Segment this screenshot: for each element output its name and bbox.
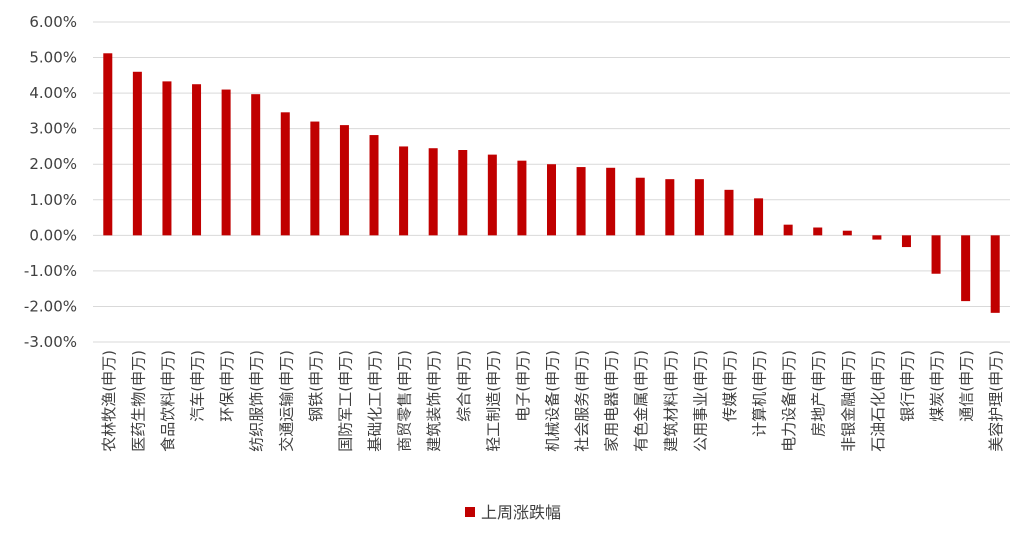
x-category-label: 轻工制造(申万) (484, 350, 502, 452)
bar (872, 235, 882, 240)
x-category-label: 银行(申万) (898, 350, 916, 422)
bar (990, 235, 1000, 313)
x-category-label: 交通运输(申万) (277, 350, 295, 452)
x-category-label: 非银金融(申万) (839, 350, 857, 452)
bar (132, 71, 142, 236)
bar (221, 89, 231, 236)
x-category-label: 石油石化(申万) (869, 350, 887, 452)
x-category-label: 有色金属(申万) (632, 350, 650, 452)
bar (547, 164, 556, 236)
bar (399, 146, 409, 236)
x-category-label: 煤炭(申万) (928, 350, 946, 422)
x-category-label: 医药生物(申万) (129, 350, 147, 452)
y-tick-label: 6.00% (29, 13, 77, 31)
y-axis-tick-labels: 6.00% 5.00% 4.00% 3.00% 2.00% 1.00% 0.00% -1.00… (24, 13, 77, 351)
bar (901, 235, 911, 248)
bar (606, 167, 616, 236)
x-category-label: 机械设备(申万) (544, 350, 562, 452)
bar (251, 94, 261, 236)
y-tick-label: 4.00% (29, 84, 77, 102)
bar (458, 150, 468, 236)
x-category-label: 公用事业(申万) (691, 350, 709, 452)
bars (103, 53, 1000, 313)
bar (428, 148, 438, 236)
x-category-label: 汽车(申万) (189, 350, 207, 422)
y-tick-label: 0.00% (29, 226, 77, 244)
x-category-label: 房地产(申万) (810, 350, 828, 437)
x-category-label: 美容护理(申万) (987, 350, 1005, 452)
legend-label: 上周涨跌幅 (481, 503, 561, 522)
x-axis-category-labels: 农林牧渔(申万) 医药生物(申万) 食品饮料(申万) 汽车(申万) 环保(申万) 纺织服饰… (100, 350, 1005, 452)
x-category-label: 建筑装饰(申万) (425, 350, 443, 452)
x-category-label: 综合(申万) (455, 350, 473, 422)
legend-swatch (465, 507, 475, 517)
y-tick-label: 5.00% (29, 49, 77, 67)
y-tick-label: -3.00% (24, 333, 77, 351)
x-category-label: 传媒(申万) (721, 350, 739, 422)
bar (517, 160, 527, 236)
bar (310, 121, 320, 236)
x-category-label: 纺织服饰(申万) (248, 350, 266, 452)
bar (813, 227, 823, 236)
y-tick-label: 3.00% (29, 120, 77, 138)
x-category-label: 商贸零售(申万) (396, 350, 414, 452)
x-category-label: 建筑材料(申万) (662, 350, 680, 452)
y-tick-label: 2.00% (29, 155, 77, 173)
bar (931, 235, 941, 274)
bar (339, 125, 349, 236)
x-category-label: 通信(申万) (958, 350, 976, 422)
bar (635, 177, 645, 236)
x-category-label: 国防军工(申万) (336, 350, 354, 452)
x-category-label: 计算机(申万) (751, 350, 769, 437)
x-category-label: 电子(申万) (514, 350, 532, 422)
x-category-label: 环保(申万) (218, 350, 236, 422)
x-category-label: 家用电器(申万) (603, 350, 621, 452)
bar (576, 167, 586, 236)
x-category-label: 钢铁(申万) (307, 350, 325, 422)
bar (961, 235, 971, 302)
y-tick-label: 1.00% (29, 191, 77, 209)
bar (369, 135, 379, 236)
x-category-label: 电力设备(申万) (780, 350, 798, 452)
bar (694, 179, 704, 236)
x-category-label: 基础化工(申万) (366, 350, 384, 452)
y-tick-label: -1.00% (24, 262, 77, 280)
y-tick-label: -2.00% (24, 297, 77, 315)
bar (724, 189, 734, 236)
bar (280, 112, 290, 236)
bar (487, 154, 497, 236)
x-category-label: 社会服务(申万) (573, 350, 591, 452)
bar (162, 81, 172, 236)
bar (842, 230, 852, 236)
bar (665, 179, 675, 236)
x-category-label: 食品饮料(申万) (159, 350, 177, 452)
bar (192, 84, 202, 236)
bar (783, 224, 793, 236)
bar (754, 198, 764, 236)
bar (103, 53, 113, 236)
legend: 上周涨跌幅 (465, 503, 561, 522)
x-category-label: 农林牧渔(申万) (100, 350, 118, 452)
